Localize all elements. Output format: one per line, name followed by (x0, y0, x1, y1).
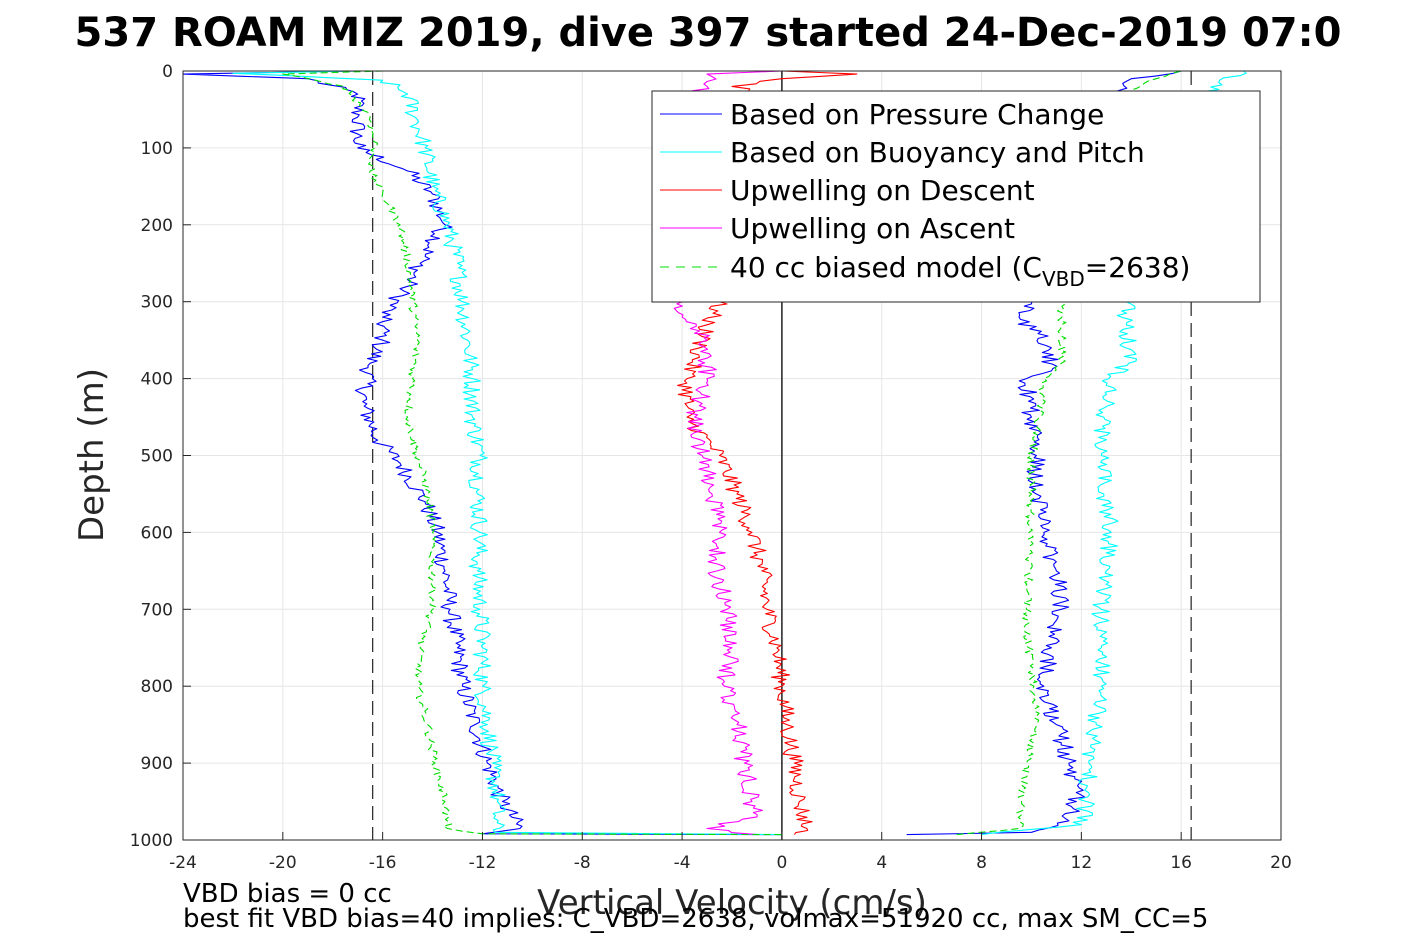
legend-label: Based on Buoyancy and Pitch (730, 136, 1145, 169)
vbd-bias-note: VBD bias = 0 cc (183, 879, 392, 909)
series-line (182, 70, 782, 836)
legend-entry-buoyancy-pitch: Based on Buoyancy and Pitch (660, 136, 1145, 169)
y-tick-label: 900 (141, 754, 173, 774)
x-tick-label: 12 (1071, 853, 1093, 873)
legend-label: 40 cc biased model (CVBD=2638) (730, 251, 1190, 291)
x-tick-label: 16 (1170, 853, 1192, 873)
legend-entry-pressure-change: Based on Pressure Change (660, 98, 1104, 131)
legend-entry-upwelling-descent: Upwelling on Descent (660, 174, 1035, 207)
y-tick-label: 500 (141, 447, 173, 467)
best-fit-note: best fit VBD bias=40 implies: C_VBD=2638… (183, 904, 1208, 934)
legend-label: Upwelling on Descent (730, 174, 1035, 207)
x-tick-label: 4 (876, 853, 887, 873)
legend-label-main: 40 cc biased model (C (730, 251, 1042, 284)
legend-box (651, 90, 1261, 303)
legend-entry-biased-model: 40 cc biased model (CVBD=2638) (660, 251, 1190, 291)
x-tick-label: -16 (369, 853, 397, 873)
x-axis-ticks: -24 -20 -16 -12 -8 -4 0 4 8 12 16 20 (169, 832, 1292, 873)
x-tick-label: -4 (674, 853, 691, 873)
legend: Based on Pressure Change Based on Buoyan… (651, 90, 1261, 303)
legend-label-subscript: VBD (1042, 267, 1085, 291)
y-tick-label: 700 (141, 600, 173, 620)
x-tick-label: 8 (976, 853, 987, 873)
y-tick-label: 100 (141, 139, 173, 159)
legend-label: Upwelling on Ascent (730, 212, 1015, 245)
y-tick-label: 300 (141, 293, 173, 313)
legend-label-suffix: =2638) (1085, 251, 1191, 284)
legend-label: Based on Pressure Change (730, 98, 1104, 131)
x-tick-label: -20 (269, 853, 297, 873)
y-tick-label: 800 (141, 677, 173, 697)
x-tick-label: -24 (169, 853, 197, 873)
y-tick-label: 400 (141, 370, 173, 390)
chart-title: 537 ROAM MIZ 2019, dive 397 started 24-D… (75, 10, 1342, 56)
series-line (232, 70, 782, 836)
y-tick-label: 0 (162, 62, 173, 82)
y-tick-label: 1000 (130, 831, 173, 851)
y-tick-label: 200 (141, 216, 173, 236)
x-tick-label: -8 (574, 853, 591, 873)
legend-entry-upwelling-ascent: Upwelling on Ascent (660, 212, 1015, 245)
y-tick-label: 600 (141, 523, 173, 543)
x-axis-label: Vertical Velocity (cm/s) (537, 883, 927, 923)
y-axis-ticks: 0 100 200 300 400 500 600 700 800 900 1000 (130, 62, 191, 851)
x-tick-label: 0 (776, 853, 787, 873)
x-tick-label: 20 (1270, 853, 1292, 873)
y-axis-label: Depth (m) (72, 368, 112, 542)
x-tick-label: -12 (469, 853, 497, 873)
series-line (282, 70, 782, 836)
